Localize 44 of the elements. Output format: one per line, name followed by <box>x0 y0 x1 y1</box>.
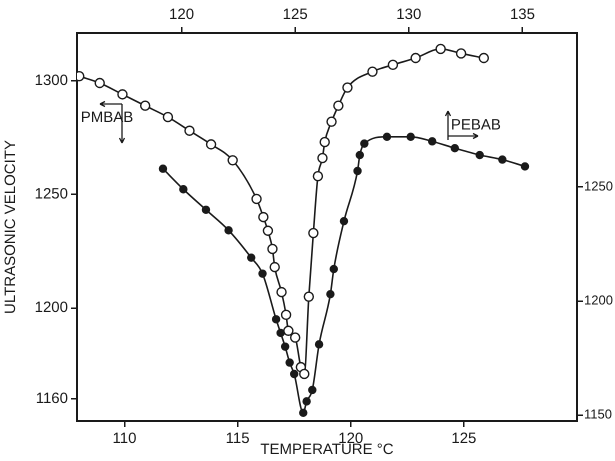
legend-label: PEBAB <box>450 116 501 134</box>
point <box>247 253 256 262</box>
point <box>428 137 436 146</box>
y-axis-title: ULTRASONIC VELOCITY <box>2 140 20 314</box>
point <box>476 150 484 160</box>
point <box>299 408 308 417</box>
y2-tick-label: 1150 <box>584 406 612 422</box>
x2-tick-label: 130 <box>396 6 422 24</box>
x-tick-label: 125 <box>451 430 476 448</box>
y-tick-label: 1160 <box>36 390 68 408</box>
point <box>272 315 280 324</box>
point <box>360 139 369 148</box>
point <box>179 185 188 194</box>
point <box>450 144 460 152</box>
point <box>340 216 348 226</box>
point <box>224 226 233 235</box>
point <box>308 386 316 394</box>
point <box>353 166 362 176</box>
point <box>314 340 324 349</box>
y2-tick-label: 1200 <box>584 292 613 308</box>
point <box>498 155 507 164</box>
x2-tick-label: 120 <box>169 6 194 24</box>
point <box>302 397 311 406</box>
x-tick-label: 115 <box>226 430 250 448</box>
point <box>356 150 364 160</box>
y-tick-label: 1300 <box>34 72 68 89</box>
point <box>406 132 415 141</box>
point <box>158 164 168 173</box>
y-tick-label: 1200 <box>34 299 68 316</box>
x2-tick-label: 135 <box>510 6 535 24</box>
point <box>258 269 267 278</box>
point <box>276 328 285 338</box>
point <box>285 358 294 367</box>
x2-tick-label: 125 <box>282 6 308 24</box>
point <box>326 290 335 298</box>
point <box>330 264 338 274</box>
x-tick-label: 110 <box>112 430 136 448</box>
point <box>202 206 210 214</box>
point <box>382 132 392 141</box>
point <box>290 370 298 378</box>
point <box>280 342 290 351</box>
y2-tick-label: 1250 <box>584 178 613 194</box>
y-tick-label: 1250 <box>34 186 68 203</box>
point <box>520 162 530 171</box>
